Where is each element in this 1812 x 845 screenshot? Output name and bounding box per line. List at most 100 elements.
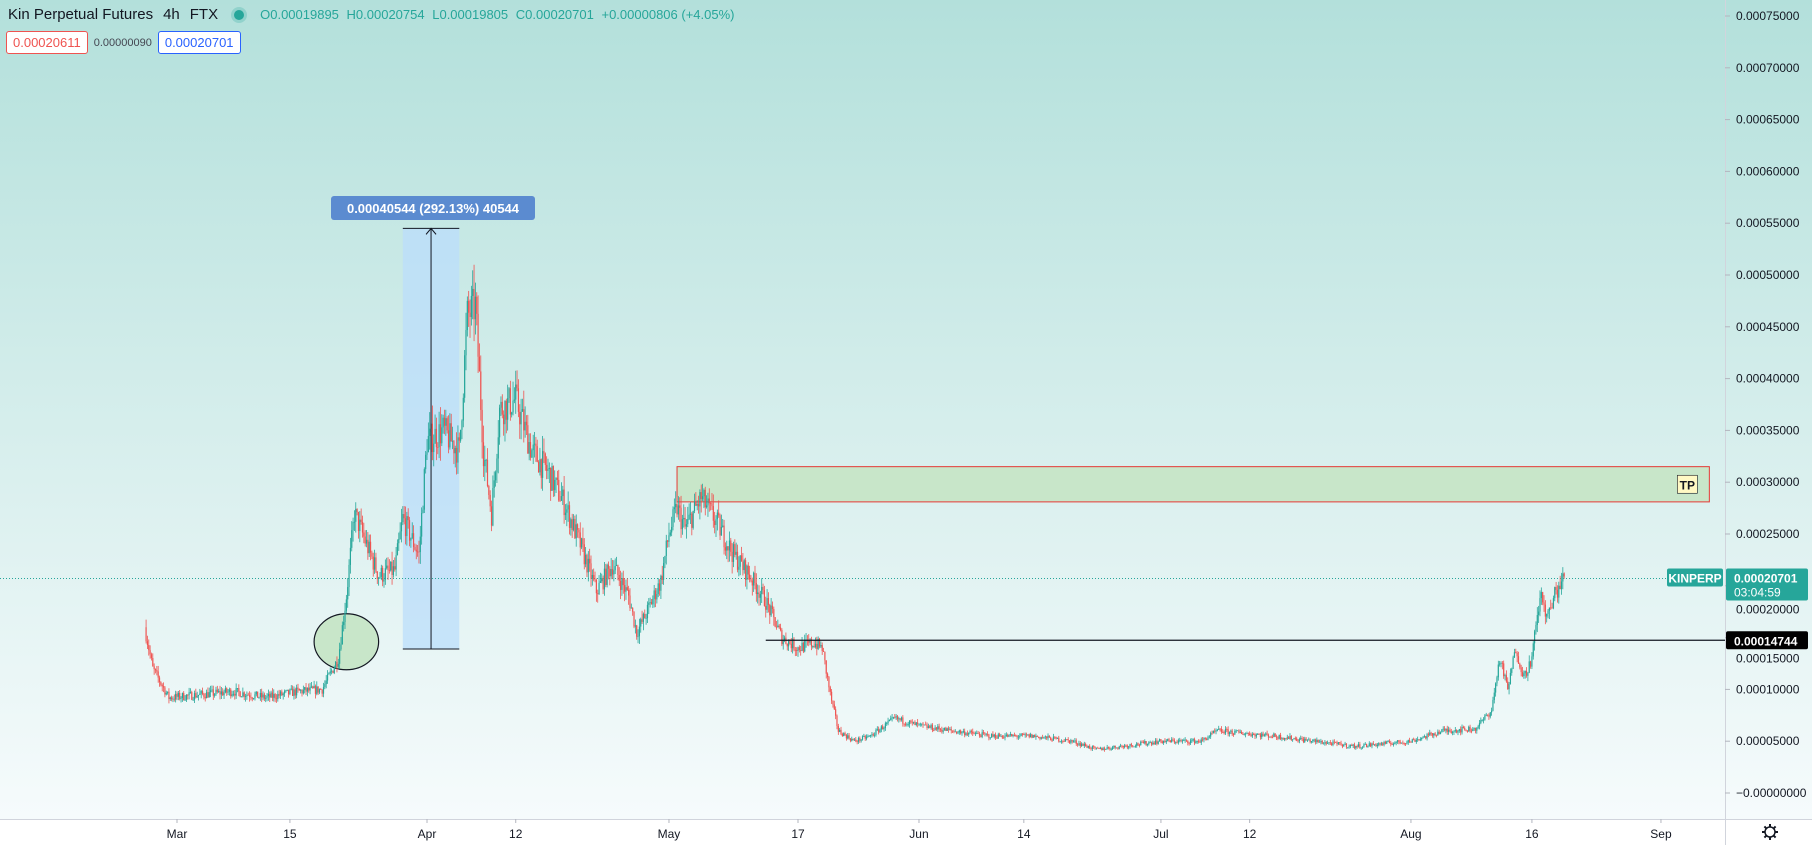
candle-body xyxy=(146,641,149,646)
chart-background xyxy=(0,0,1725,819)
candle-body xyxy=(638,626,640,637)
candle-body xyxy=(1005,734,1007,736)
trade-buttons: 0.00020611 0.00000090 0.00020701 xyxy=(6,31,241,54)
candle-body xyxy=(417,551,419,553)
candle-body xyxy=(978,733,981,736)
candle-body xyxy=(1031,734,1033,738)
candle-body xyxy=(896,716,899,720)
candle-body xyxy=(1140,741,1142,746)
candle-body xyxy=(1050,737,1052,741)
candle-body xyxy=(1457,730,1459,733)
candle-body xyxy=(1365,743,1368,747)
candle-body xyxy=(1160,739,1162,742)
candle-body xyxy=(797,647,799,651)
candle-body xyxy=(696,504,698,506)
settings-gear-icon[interactable] xyxy=(1762,824,1778,840)
candle-body xyxy=(509,388,511,415)
candle-body xyxy=(469,312,471,318)
buy-button[interactable]: 0.00020701 xyxy=(157,31,241,54)
candle-body xyxy=(1242,733,1244,735)
highlight-ellipse xyxy=(313,613,380,671)
candle-body xyxy=(845,735,847,739)
candle-body xyxy=(1333,741,1335,743)
candle-body xyxy=(1538,611,1540,616)
candle-body xyxy=(559,500,561,502)
time-axis-background[interactable] xyxy=(0,819,1812,845)
candle-body xyxy=(1013,735,1016,736)
candle-body xyxy=(156,670,158,672)
candle-body xyxy=(154,669,157,671)
candle-body xyxy=(1035,735,1037,738)
candle-body xyxy=(1410,741,1412,743)
candle-body xyxy=(774,617,776,627)
interval[interactable]: 4h xyxy=(163,6,180,23)
candle-body xyxy=(326,674,329,681)
candle-body xyxy=(653,590,655,599)
sell-button[interactable]: 0.00020611 xyxy=(6,31,88,54)
symbol-name[interactable]: Kin Perpetual Futures xyxy=(8,6,154,23)
candle-body xyxy=(367,539,369,554)
candle-body xyxy=(1279,734,1282,740)
candle-body xyxy=(1520,667,1522,673)
candle-body xyxy=(528,442,530,454)
candle-body xyxy=(829,687,831,692)
candle-body xyxy=(552,466,554,491)
horizontal-level-price: 0.00014744 xyxy=(1734,634,1798,648)
candle-body xyxy=(585,554,587,565)
candle-body xyxy=(723,525,725,548)
candle-body xyxy=(1387,741,1389,743)
candle-body xyxy=(161,684,163,687)
candle-body xyxy=(869,735,872,736)
candle-body xyxy=(903,723,905,725)
candle-body xyxy=(1544,604,1546,617)
candle-body xyxy=(1062,740,1064,742)
time-tick-label: 17 xyxy=(791,827,805,841)
candle-body xyxy=(1106,747,1108,750)
candle-body xyxy=(201,691,204,694)
candle-body xyxy=(449,423,451,448)
candle-body xyxy=(1321,740,1323,744)
candle-body xyxy=(336,661,338,667)
candle-body xyxy=(162,686,165,688)
candle-body xyxy=(566,509,568,513)
candle-body xyxy=(356,508,358,513)
candle-body xyxy=(1331,743,1333,745)
candle-body xyxy=(1474,727,1477,731)
candle-body xyxy=(368,541,370,554)
candle-body xyxy=(539,459,541,473)
candle-body xyxy=(925,724,927,726)
candle-body xyxy=(865,736,868,739)
candle-body xyxy=(387,565,389,570)
candle-body xyxy=(879,729,881,733)
candle-body xyxy=(554,479,556,491)
candle-body xyxy=(500,401,502,408)
candle-body xyxy=(1039,736,1041,739)
time-tick-label: 16 xyxy=(1525,827,1539,841)
price-tick-label: 0.00045000 xyxy=(1736,320,1800,334)
candle-body xyxy=(1121,745,1123,747)
candle-body xyxy=(775,626,778,628)
candle-body xyxy=(992,733,994,737)
candle-body xyxy=(747,565,749,575)
market-status-icon[interactable] xyxy=(234,9,245,20)
candle-body xyxy=(482,442,485,467)
candle-body xyxy=(1359,744,1361,748)
candle-body xyxy=(455,447,458,463)
candle-body xyxy=(1109,748,1111,750)
candle-body xyxy=(1187,740,1189,744)
candle-body xyxy=(1512,657,1514,669)
candle-body xyxy=(1179,740,1181,742)
candle-body xyxy=(227,691,229,693)
candle-body xyxy=(1281,738,1283,740)
exchange: FTX xyxy=(189,6,219,23)
candle-body xyxy=(1423,736,1425,738)
candle-body xyxy=(1304,738,1306,742)
candle-body xyxy=(699,492,701,507)
candle-body xyxy=(720,526,722,536)
candle-body xyxy=(567,505,569,510)
candle-body xyxy=(958,730,960,733)
candle-body xyxy=(316,686,318,694)
price-axis-background[interactable] xyxy=(1725,0,1812,819)
candle-body xyxy=(917,722,919,724)
